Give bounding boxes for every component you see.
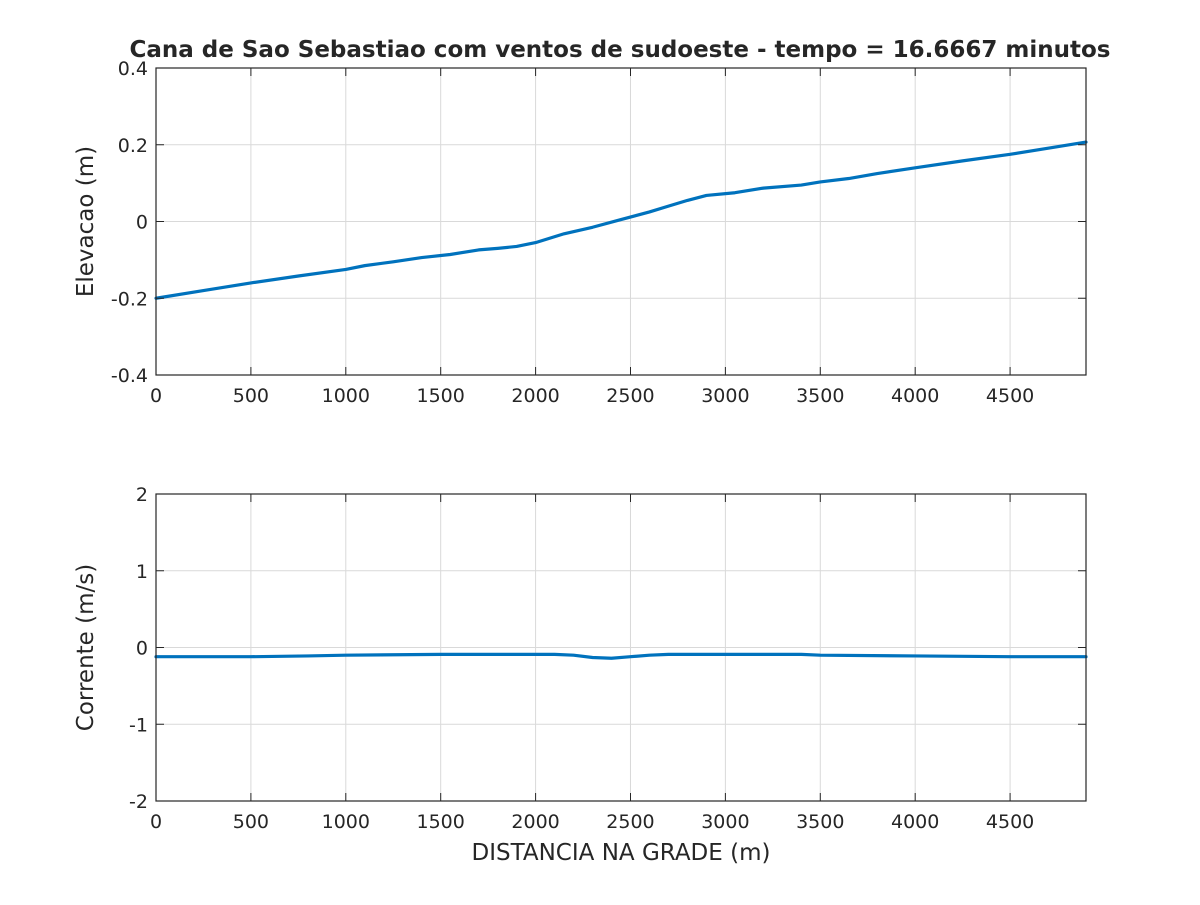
x-tick-label: 0 [150,811,162,833]
y-tick-label: -0.2 [111,288,148,310]
x-tick-label: 2500 [606,811,654,833]
y-tick-label: 0.4 [118,58,148,80]
series-line-elevation [154,140,1088,300]
y-tick-label: -0.4 [111,365,148,387]
x-tick-label: 1500 [417,385,465,407]
x-tick-label: 4000 [891,811,939,833]
x-tick-label: 1000 [322,385,370,407]
x-tick-label: 1500 [417,811,465,833]
series-line-current [154,652,1088,660]
x-tick-label: 2000 [511,811,559,833]
x-tick-label: 3500 [796,811,844,833]
x-tick-label: 4000 [891,385,939,407]
y-tick-label: 0 [136,638,148,660]
x-tick-label: 2000 [511,385,559,407]
y-axis-label: Corrente (m/s) [73,564,99,731]
y-tick-label: -2 [129,791,148,813]
y-tick-label: 2 [136,484,148,506]
x-axis-label: DISTANCIA NA GRADE (m) [472,840,771,866]
y-tick-label: 0.2 [118,135,148,157]
chart-elevation: 0 500 1000 1500 2000 2500 3000 3500 4000 4500 -0.4… [73,58,1088,407]
x-tick-label: 3500 [796,385,844,407]
x-tick-label: 500 [233,811,269,833]
y-tick-label: -1 [129,714,148,736]
x-tick-label: 500 [233,385,269,407]
chart-current: 0 500 1000 1500 2000 2500 3000 3500 4000 4500 -2 -1… [73,484,1088,866]
y-tick-label: 1 [136,561,148,583]
x-tick-label: 1000 [322,811,370,833]
x-tick-label: 4500 [986,385,1034,407]
x-tick-label: 2500 [606,385,654,407]
x-tick-label: 4500 [986,811,1034,833]
y-axis-label: Elevacao (m) [73,146,99,297]
x-tick-label: 3000 [701,385,749,407]
figure-title: Cana de Sao Sebastiao com ventos de sudo… [130,37,1111,63]
y-tick-label: 0 [136,212,148,234]
x-tick-label: 0 [150,385,162,407]
x-tick-label: 3000 [701,811,749,833]
